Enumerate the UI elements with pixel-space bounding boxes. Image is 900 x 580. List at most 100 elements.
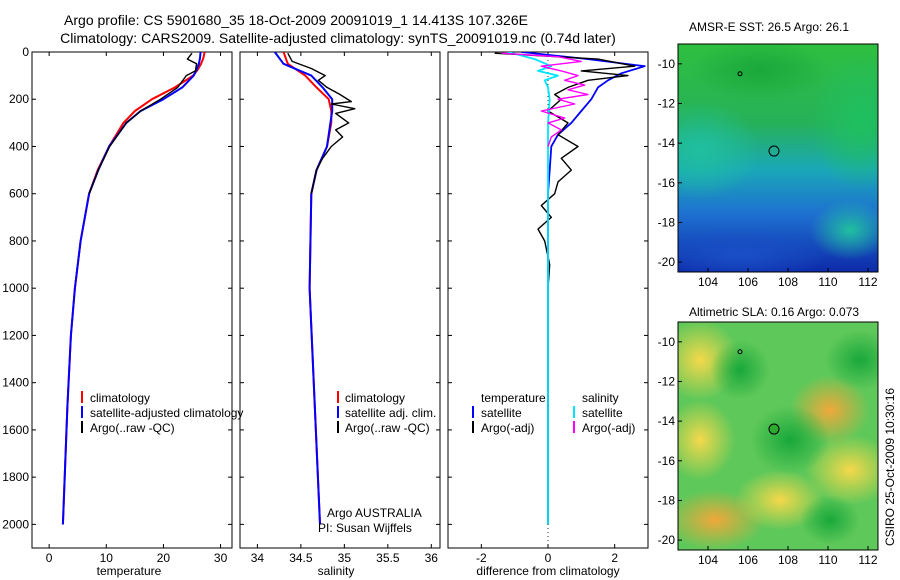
legend-label-satellite: satellite-adjusted climatology xyxy=(90,406,243,420)
sst-map-ticks: 104 106 108 110 112 -10 -12 -14 -16 -18 -20 xyxy=(658,57,878,289)
salinity-axis-ticks: 34 34.5 35 35.5 36 xyxy=(240,51,440,565)
argo-program-annotation: Argo AUSTRALIA xyxy=(327,506,422,520)
argo-float-marker xyxy=(768,145,780,157)
difference-legend: temperature salinity satellite Argo(-adj… xyxy=(472,391,635,435)
sst-map-markers xyxy=(737,71,780,157)
x-tick-label: 10 xyxy=(100,551,114,565)
y-tick-label: 400 xyxy=(9,139,29,153)
map-y-tick-label: -20 xyxy=(658,533,676,547)
y-tick-label: 600 xyxy=(9,187,29,201)
salinity-xlabel: salinity xyxy=(318,564,355,578)
temperature-panel-frame xyxy=(31,51,233,549)
figure-title-line2: Climatology: CARS2009. Satellite-adjuste… xyxy=(60,30,616,46)
y-tick-label: 1400 xyxy=(2,376,29,390)
map-y-tick-label: -16 xyxy=(658,454,676,468)
difference-series xyxy=(494,52,646,525)
legend-label-temp-satellite: satellite xyxy=(481,406,522,420)
figure-title-line1: Argo profile: CS 5901680_35 18-Oct-2009 … xyxy=(64,12,528,28)
difference-axis-ticks: -2 0 2 xyxy=(448,51,648,565)
series-line-climatology xyxy=(282,52,333,525)
x-tick-label: 35.5 xyxy=(376,551,400,565)
y-tick-label: 200 xyxy=(9,92,29,106)
series-line-climatology xyxy=(61,52,206,525)
series-line-temperature-argo-adj- xyxy=(494,52,636,525)
x-tick-label: -2 xyxy=(476,551,487,565)
sst-map-field xyxy=(678,44,878,272)
x-tick-label: 34.5 xyxy=(289,551,313,565)
legend-label-temp-argo: Argo(-adj) xyxy=(481,421,534,435)
map-y-tick-label: -16 xyxy=(658,176,676,190)
map-y-tick-label: -14 xyxy=(658,414,676,428)
sla-map-frame xyxy=(677,321,879,551)
salinity-panel-frame xyxy=(239,51,441,549)
secondary-marker xyxy=(737,349,743,355)
legend-label-satellite: satellite adj. clim. xyxy=(345,406,436,420)
map-x-tick-label: 112 xyxy=(858,275,877,289)
legend-group-temperature: temperature xyxy=(481,391,546,405)
map-x-tick-label: 112 xyxy=(858,553,877,567)
map-y-tick-label: -10 xyxy=(658,335,676,349)
legend-label-climatology: climatology xyxy=(90,391,150,405)
x-tick-label: 36 xyxy=(425,551,439,565)
salinity-legend: climatology satellite adj. clim. Argo(..… xyxy=(337,391,436,435)
argo-pi-annotation: PI: Susan Wijffels xyxy=(318,521,412,535)
x-tick-label: 0 xyxy=(46,551,53,565)
y-tick-label: 1000 xyxy=(2,281,29,295)
sla-map-field xyxy=(678,322,878,550)
temperature-series xyxy=(61,52,206,525)
map-y-tick-label: -20 xyxy=(658,255,676,269)
difference-xlabel: difference from climatology xyxy=(476,564,619,578)
map-x-tick-label: 110 xyxy=(818,275,837,289)
series-line-argo-raw-qc- xyxy=(287,52,356,194)
legend-group-salinity: salinity xyxy=(582,391,619,405)
map-y-tick-label: -12 xyxy=(658,374,676,388)
y-tick-label: 800 xyxy=(9,234,29,248)
x-tick-label: 34 xyxy=(251,551,265,565)
salinity-series xyxy=(273,52,356,525)
series-line-argo-raw-qc- xyxy=(88,52,198,194)
x-tick-label: 2 xyxy=(611,551,618,565)
y-tick-label: 1800 xyxy=(2,470,29,484)
sst-map-frame xyxy=(677,43,879,273)
legend-label-sal-argo: Argo(-adj) xyxy=(582,421,635,435)
y-tick-label: 2000 xyxy=(2,517,29,531)
series-line-satellite-adjusted-climatology xyxy=(61,52,202,525)
series-line-salinity-argo-adj- xyxy=(501,52,589,147)
legend-label-argo: Argo(..raw -QC) xyxy=(345,421,430,435)
map-y-tick-label: -10 xyxy=(658,57,676,71)
legend-label-sal-satellite: satellite xyxy=(582,406,623,420)
map-x-tick-label: 108 xyxy=(778,275,798,289)
x-tick-label: 35 xyxy=(338,551,352,565)
series-line-temperature-satellite xyxy=(521,52,646,525)
csiro-timestamp: CSIRO 25-Oct-2009 10:30:16 xyxy=(883,388,897,546)
sst-map-title: AMSR-E SST: 26.5 Argo: 26.1 xyxy=(689,20,849,34)
x-tick-label: 30 xyxy=(214,551,228,565)
temperature-axis-ticks: 0 10 20 30 0 200 400 600 800 1000 1200 1400 1600 1800… xyxy=(2,45,232,565)
y-tick-label: 0 xyxy=(22,45,29,59)
sla-map-markers xyxy=(737,349,780,435)
y-tick-label: 1200 xyxy=(2,328,29,342)
map-y-tick-label: -12 xyxy=(658,96,676,110)
map-y-tick-label: -14 xyxy=(658,136,676,150)
secondary-marker xyxy=(737,71,743,77)
series-line-satellite-adj-clim- xyxy=(273,52,334,525)
map-x-tick-label: 106 xyxy=(738,275,758,289)
x-tick-label: 0 xyxy=(545,551,552,565)
y-tick-label: 1600 xyxy=(2,423,29,437)
sla-map-ticks: 104 106 108 110 112 -10 -12 -14 -16 -18 -20 xyxy=(658,335,878,567)
legend-label-climatology: climatology xyxy=(345,391,405,405)
map-x-tick-label: 104 xyxy=(698,553,718,567)
map-y-tick-label: -18 xyxy=(658,493,676,507)
sla-map-title: Altimetric SLA: 0.16 Argo: 0.073 xyxy=(689,305,859,319)
temperature-xlabel: temperature xyxy=(97,564,162,578)
argo-float-marker xyxy=(768,423,780,435)
map-x-tick-label: 104 xyxy=(698,275,718,289)
map-y-tick-label: -18 xyxy=(658,215,676,229)
x-tick-label: 20 xyxy=(157,551,171,565)
map-x-tick-label: 108 xyxy=(778,553,798,567)
map-x-tick-label: 106 xyxy=(738,553,758,567)
map-x-tick-label: 110 xyxy=(818,553,837,567)
temperature-legend: climatology satellite-adjusted climatolo… xyxy=(81,391,243,435)
legend-label-argo: Argo(..raw -QC) xyxy=(90,421,175,435)
